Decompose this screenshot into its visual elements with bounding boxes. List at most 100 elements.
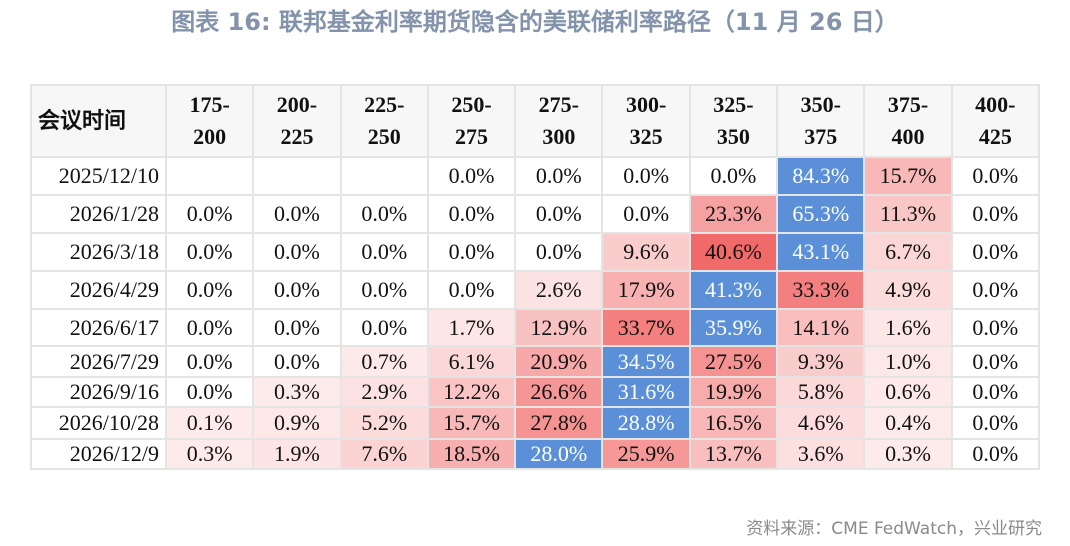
column-header: 175- 200 (164, 84, 255, 158)
probability-cell: 0.0% (950, 406, 1041, 440)
probability-cell: 0.7% (339, 345, 429, 378)
probability-cell: 0.3% (252, 376, 342, 408)
probability-cell: 0.9% (252, 406, 342, 440)
probability-cell: 11.3% (863, 194, 953, 234)
probability-cell: 25.9% (601, 438, 691, 470)
table-row: 2026/7/29 0.0% 0.0% 0.7% 6.1% 20.9% 34.5% 27.5%… (30, 345, 1041, 378)
meeting-date: 2026/7/29 (30, 345, 167, 378)
probability-cell: 0.0% (164, 232, 255, 272)
probability-cell: 28.0% (514, 438, 604, 470)
probability-cell: 12.2% (426, 376, 517, 408)
probability-cell: 0.0% (426, 194, 517, 234)
source-note: 资料来源：CME FedWatch，兴业研究 (746, 519, 1042, 539)
probability-cell: 0.0% (164, 345, 255, 378)
column-header: 375- 400 (863, 84, 953, 158)
table-row: 2025/12/10 0.0% 0.0% 0.0% 0.0% 84.3% 15.7% 0.0% (30, 156, 1041, 196)
table-row: 2026/9/16 0.0% 0.3% 2.9% 12.2% 26.6% 31.6% 19.9… (30, 376, 1041, 408)
probability-cell: 33.3% (776, 270, 866, 310)
probability-cell: 1.9% (252, 438, 342, 470)
probability-cell: 13.7% (688, 438, 779, 470)
probability-cell: 0.0% (426, 156, 517, 196)
probability-cell: 9.3% (776, 345, 866, 378)
probability-cell: 0.0% (514, 156, 604, 196)
table-row: 2026/12/9 0.3% 1.9% 7.6% 18.5% 28.0% 25.9% 13.7… (30, 438, 1041, 470)
column-header: 250- 275 (426, 84, 517, 158)
probability-cell: 5.2% (339, 406, 429, 440)
probability-cell: 0.0% (339, 232, 429, 272)
meeting-date: 2026/12/9 (30, 438, 167, 470)
probability-cell: 84.3% (776, 156, 866, 196)
probability-cell: 17.9% (601, 270, 691, 310)
probability-cell: 20.9% (514, 345, 604, 378)
probability-cell: 1.7% (426, 308, 517, 347)
probability-cell: 4.6% (776, 406, 866, 440)
probability-cell: 0.3% (164, 438, 255, 470)
probability-cell: 6.1% (426, 345, 517, 378)
header-row: 会议时间 175- 200 200- 225 225- 250 250- 275 275-… (30, 84, 1041, 158)
probability-cell: 27.5% (688, 345, 779, 378)
probability-cell: 0.0% (252, 270, 342, 310)
probability-cell: 0.0% (252, 308, 342, 347)
probability-cell: 35.9% (688, 308, 779, 347)
probability-cell: 15.7% (863, 156, 953, 196)
probability-cell: 0.0% (164, 376, 255, 408)
probability-cell: 0.0% (339, 308, 429, 347)
probability-cell: 0.0% (950, 345, 1041, 378)
probability-cell: 19.9% (688, 376, 779, 408)
probability-cell: 0.0% (601, 194, 691, 234)
probability-cell: 6.7% (863, 232, 953, 272)
probability-cell: 65.3% (776, 194, 866, 234)
meeting-date: 2026/10/28 (30, 406, 167, 440)
probability-cell: 0.0% (950, 194, 1041, 234)
meeting-date: 2026/1/28 (30, 194, 167, 234)
column-header: 会议时间 (30, 84, 167, 158)
probability-cell: 15.7% (426, 406, 517, 440)
probability-cell: 0.0% (426, 232, 517, 272)
probability-cell: 0.0% (950, 308, 1041, 347)
probability-cell: 0.1% (164, 406, 255, 440)
probability-cell: 1.0% (863, 345, 953, 378)
probability-cell: 0.0% (252, 194, 342, 234)
probability-cell: 43.1% (776, 232, 866, 272)
probability-cell: 0.0% (164, 270, 255, 310)
probability-cell (164, 156, 255, 196)
table-row: 2026/3/18 0.0% 0.0% 0.0% 0.0% 0.0% 9.6% 40.6% 43… (30, 232, 1041, 272)
probability-cell: 1.6% (863, 308, 953, 347)
probability-cell: 0.0% (164, 194, 255, 234)
table-row: 2026/1/28 0.0% 0.0% 0.0% 0.0% 0.0% 0.0% 23.3% 65… (30, 194, 1041, 234)
probability-cell: 2.9% (339, 376, 429, 408)
table-row: 2026/4/29 0.0% 0.0% 0.0% 0.0% 2.6% 17.9% 41.3% 3… (30, 270, 1041, 310)
probability-cell: 5.8% (776, 376, 866, 408)
table-row: 2026/6/17 0.0% 0.0% 0.0% 1.7% 12.9% 33.7% 35.9%… (30, 308, 1041, 347)
column-header: 200- 225 (252, 84, 342, 158)
probability-cell: 33.7% (601, 308, 691, 347)
probability-cell: 0.0% (950, 232, 1041, 272)
probability-cell (252, 156, 342, 196)
probability-cell: 27.8% (514, 406, 604, 440)
probability-cell: 0.0% (339, 270, 429, 310)
table-body: 2025/12/10 0.0% 0.0% 0.0% 0.0% 84.3% 15.7% 0.0%… (30, 156, 1041, 470)
probability-cell: 40.6% (688, 232, 779, 272)
probability-cell: 16.5% (688, 406, 779, 440)
column-header: 225- 250 (339, 84, 429, 158)
table-head: 会议时间 175- 200 200- 225 225- 250 250- 275 275-… (30, 84, 1041, 158)
probability-cell: 31.6% (601, 376, 691, 408)
probability-cell: 23.3% (688, 194, 779, 234)
probability-cell: 0.0% (601, 156, 691, 196)
probability-cell: 26.6% (514, 376, 604, 408)
column-header: 300- 325 (601, 84, 691, 158)
probability-cell: 0.0% (950, 270, 1041, 310)
meeting-date: 2026/4/29 (30, 270, 167, 310)
probability-cell: 0.4% (863, 406, 953, 440)
probability-cell: 0.0% (164, 308, 255, 347)
probability-cell: 0.0% (688, 156, 779, 196)
title: 图表 16: 联邦基金利率期货隐含的美联储利率路径（11 月 26 日） (171, 8, 899, 36)
column-header: 325- 350 (688, 84, 779, 158)
column-header: 350- 375 (776, 84, 866, 158)
probability-cell: 9.6% (601, 232, 691, 272)
probability-cell: 0.0% (426, 270, 517, 310)
probability-cell: 0.0% (950, 156, 1041, 196)
probability-cell: 41.3% (688, 270, 779, 310)
